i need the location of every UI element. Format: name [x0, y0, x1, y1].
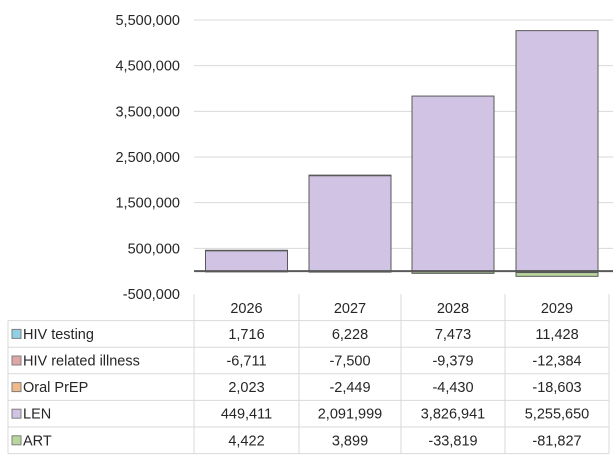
bar-segment	[308, 174, 392, 272]
data-cell-value: -7,500	[329, 354, 370, 370]
data-cell-value: 1,716	[228, 327, 264, 343]
category-label: 2027	[334, 301, 366, 317]
y-tick-label: 1,500,000	[115, 196, 180, 212]
data-cell-value: 2,023	[228, 380, 264, 396]
category-label: 2028	[437, 301, 469, 317]
data-cell-value: 5,255,650	[525, 407, 590, 423]
legend-swatch	[11, 408, 22, 419]
data-cell-value: 2,091,999	[318, 407, 383, 423]
y-tick-label: 4,500,000	[115, 59, 180, 75]
bar-segment	[411, 95, 495, 272]
category-label: 2029	[541, 301, 573, 317]
y-tick-label: -500,000	[123, 287, 180, 303]
series-name: ART	[23, 433, 52, 449]
bars	[205, 30, 599, 277]
bar-segment	[515, 272, 599, 277]
bar-segment	[308, 174, 392, 177]
series-name: LEN	[23, 407, 51, 423]
data-cell-value: 7,473	[435, 327, 471, 343]
series-name: HIV related illness	[23, 354, 140, 370]
series-name: Oral PrEP	[23, 380, 88, 396]
y-tick-label: 5,500,000	[115, 13, 180, 29]
bar-segment	[515, 30, 599, 272]
legend-swatch	[11, 355, 22, 366]
y-tick-label: 3,500,000	[115, 104, 180, 120]
y-axis-tick-labels: 5,500,000 4,500,000 3,500,000 2,500,000 1,50…	[115, 13, 180, 303]
data-cell-value: -18,603	[532, 380, 581, 396]
data-cell-value: -33,819	[428, 433, 477, 449]
data-cell-value: -12,384	[532, 354, 581, 370]
data-cell-value: 4,422	[228, 433, 264, 449]
data-cell-value: 3,826,941	[421, 407, 486, 423]
legend-swatch	[11, 328, 22, 339]
legend-swatch	[11, 435, 22, 446]
data-cell-value: 6,228	[332, 327, 368, 343]
y-tick-label: 2,500,000	[115, 150, 180, 166]
legend-swatch	[11, 382, 22, 393]
data-cell-value: 11,428	[535, 327, 578, 343]
data-table: 2026 2027 2028 2029 HIV testing 1,716 6,228 7,4…	[7, 294, 610, 455]
y-tick-label: 500,000	[128, 241, 180, 257]
gridlines	[194, 19, 613, 249]
data-cell-value: -2,449	[329, 380, 370, 396]
data-cell-value: -4,430	[432, 380, 473, 396]
bar-segment	[205, 249, 288, 272]
bar-segment	[205, 249, 288, 252]
category-label: 2026	[230, 301, 262, 317]
data-cell-value: -6,711	[226, 354, 266, 370]
data-cell-value: 3,899	[332, 433, 368, 449]
data-cell-value: -9,379	[432, 354, 473, 370]
data-cell-value: -81,827	[532, 433, 581, 449]
data-cell-value: 449,411	[221, 407, 272, 423]
series-name: HIV testing	[23, 327, 94, 343]
